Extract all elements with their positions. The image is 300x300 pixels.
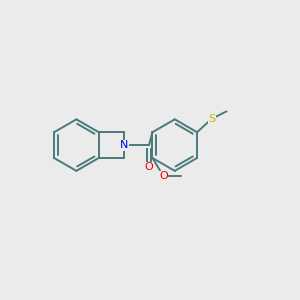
Text: N: N xyxy=(120,140,129,150)
Text: O: O xyxy=(159,171,168,182)
Text: O: O xyxy=(145,162,153,172)
Text: S: S xyxy=(208,114,215,124)
